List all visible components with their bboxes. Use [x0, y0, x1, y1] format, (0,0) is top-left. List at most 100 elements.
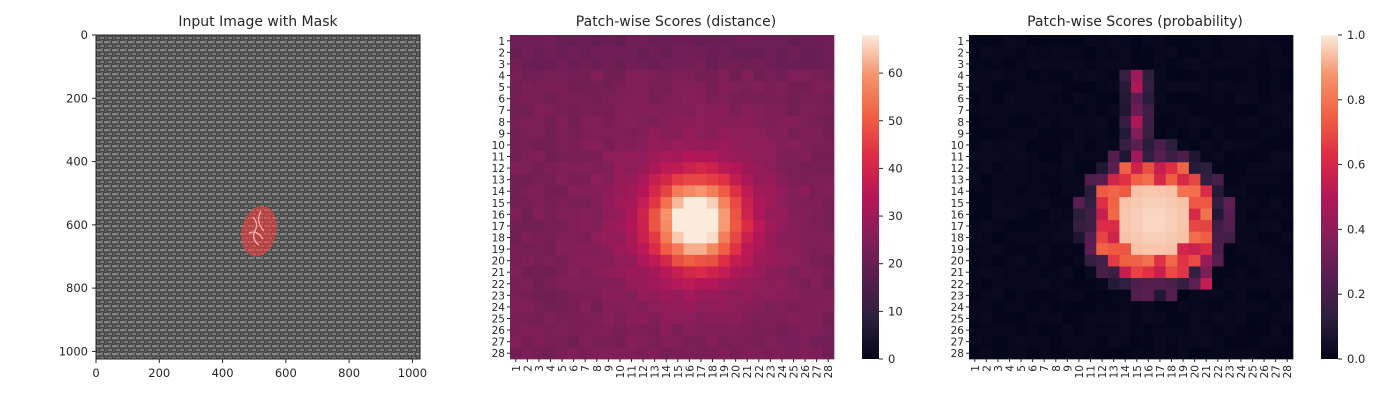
- heatmap-cell: [1131, 104, 1143, 117]
- col-label: 24: [1236, 365, 1248, 379]
- col-label: 6: [1028, 365, 1040, 372]
- heatmap-cell: [822, 173, 835, 186]
- heatmap-cell: [1154, 335, 1167, 348]
- y-tick-label: 400: [66, 155, 88, 169]
- heatmap-cell: [1061, 289, 1074, 302]
- heatmap-cell: [764, 335, 777, 348]
- heatmap-cell: [1235, 208, 1248, 221]
- heatmap-cell: [683, 335, 696, 348]
- heatmap-cell: [510, 208, 522, 221]
- heatmap-cell: [1200, 173, 1213, 186]
- heatmap-cell: [1281, 58, 1294, 71]
- heatmap-cell: [1154, 324, 1167, 337]
- heatmap-cell: [706, 92, 719, 105]
- heatmap-cell: [706, 347, 719, 360]
- heatmap-cell: [1212, 46, 1224, 59]
- heatmap-cell: [822, 301, 835, 314]
- heatmap-cell: [660, 127, 673, 140]
- heatmap-cell: [625, 347, 638, 360]
- heatmap-cell: [1038, 231, 1051, 244]
- heatmap-cell: [1119, 150, 1132, 163]
- heatmap-cell: [1165, 347, 1178, 360]
- heatmap-cell: [579, 150, 592, 163]
- heatmap-cell: [776, 92, 789, 105]
- heatmap-cell: [695, 254, 708, 267]
- heatmap-cell: [799, 116, 812, 128]
- heatmap-cell: [1003, 197, 1016, 209]
- colorbar-tick-label: 0.0: [1347, 352, 1365, 366]
- heatmap-cell: [992, 104, 1005, 117]
- heatmap-cell: [544, 243, 557, 256]
- heatmap-cell: [706, 312, 719, 325]
- row-label: 22: [492, 279, 505, 291]
- heatmap-cell: [521, 197, 534, 209]
- heatmap-cell: [992, 116, 1005, 128]
- heatmap-cell: [695, 116, 708, 128]
- heatmap-cell: [980, 289, 993, 302]
- heatmap-cell: [810, 254, 823, 267]
- heatmap-cell: [544, 92, 557, 105]
- heatmap-cell: [1281, 197, 1294, 209]
- row-label: 13: [951, 175, 964, 187]
- heatmap-cell: [1223, 243, 1236, 256]
- heatmap-cell: [969, 162, 981, 175]
- heatmap-cell: [822, 69, 835, 82]
- heatmap-cell: [980, 69, 993, 82]
- heatmap-cell: [637, 69, 650, 82]
- heatmap-cell: [660, 173, 673, 186]
- heatmap-cell: [1235, 312, 1248, 325]
- heatmap-cell: [764, 197, 777, 209]
- heatmap-cell: [718, 185, 731, 198]
- heatmap-cell: [1073, 46, 1086, 59]
- heatmap-cell: [695, 312, 708, 325]
- heatmap-cell: [1142, 312, 1155, 325]
- heatmap-cell: [533, 92, 546, 105]
- heatmap-cell: [729, 301, 742, 314]
- heatmap-cell: [1223, 116, 1236, 128]
- heatmap-cell: [1200, 220, 1213, 233]
- heatmap-cell: [556, 173, 569, 186]
- heatmap-cell: [706, 185, 719, 198]
- heatmap-cell: [648, 116, 661, 128]
- heatmap-cell: [822, 104, 835, 117]
- heatmap-cell: [591, 266, 603, 279]
- heatmap-cell: [992, 35, 1005, 47]
- heatmap-cell: [1038, 35, 1051, 47]
- heatmap-cell: [1050, 324, 1062, 337]
- heatmap-cell: [695, 243, 708, 256]
- heatmap-cell: [787, 312, 800, 325]
- heatmap-cell: [753, 347, 765, 360]
- heatmap-cell: [1246, 324, 1259, 337]
- heatmap-cell: [556, 162, 569, 175]
- heatmap-cell: [1084, 231, 1097, 244]
- heatmap-cell: [1038, 92, 1051, 105]
- heatmap-cell: [544, 150, 557, 163]
- heatmap-cell: [810, 139, 823, 152]
- colorbar-tick-label: 0: [888, 352, 895, 366]
- heatmap-cell: [1223, 301, 1236, 314]
- col-label: 3: [534, 365, 546, 372]
- row-label: 2: [957, 47, 964, 59]
- y-tick-label: 1000: [59, 344, 88, 358]
- heatmap-cell: [1200, 35, 1213, 47]
- heatmap-cell: [718, 231, 731, 244]
- row-label: 4: [957, 71, 964, 83]
- heatmap-cell: [544, 162, 557, 175]
- heatmap-cell: [567, 81, 580, 94]
- heatmap-cell: [579, 69, 592, 82]
- heatmap-cell: [1061, 266, 1074, 279]
- heatmap-cell: [533, 278, 546, 290]
- heatmap-cell: [614, 185, 627, 198]
- heatmap-cell: [591, 301, 603, 314]
- row-label: 26: [951, 325, 965, 337]
- heatmap-cell: [567, 278, 580, 290]
- heatmap-cell: [1061, 243, 1074, 256]
- heatmap-cell: [753, 173, 765, 186]
- col-label: 21: [742, 365, 754, 378]
- heatmap-cell: [1246, 139, 1259, 152]
- heatmap-cell: [1200, 347, 1213, 360]
- heatmap-cell: [1107, 289, 1120, 302]
- heatmap-cell: [1235, 335, 1248, 348]
- heatmap-cell: [799, 289, 812, 302]
- heatmap-cell: [729, 312, 742, 325]
